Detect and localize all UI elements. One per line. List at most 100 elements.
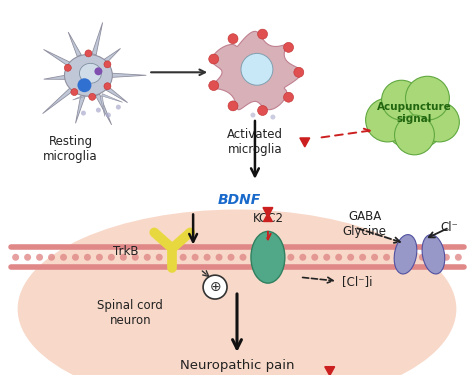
Circle shape <box>294 67 304 77</box>
Circle shape <box>120 254 127 261</box>
Circle shape <box>371 254 378 261</box>
Circle shape <box>260 108 265 112</box>
Circle shape <box>283 92 293 102</box>
Circle shape <box>104 61 111 68</box>
Circle shape <box>81 111 86 115</box>
Polygon shape <box>100 97 105 117</box>
Circle shape <box>228 254 235 261</box>
Text: Spinal cord
neuron: Spinal cord neuron <box>97 299 163 327</box>
Circle shape <box>395 254 402 261</box>
Circle shape <box>71 89 78 96</box>
Polygon shape <box>300 138 310 147</box>
Text: [Cl⁻]i: [Cl⁻]i <box>342 274 372 288</box>
Circle shape <box>323 254 330 261</box>
Circle shape <box>106 112 111 118</box>
Circle shape <box>64 64 71 71</box>
Circle shape <box>257 106 267 115</box>
Polygon shape <box>91 70 97 83</box>
Polygon shape <box>98 70 108 86</box>
Circle shape <box>48 254 55 261</box>
Polygon shape <box>101 94 123 102</box>
Circle shape <box>283 42 293 52</box>
Circle shape <box>85 50 92 57</box>
Circle shape <box>96 254 103 261</box>
Circle shape <box>228 101 238 111</box>
Circle shape <box>60 254 67 261</box>
Text: Resting
microglia: Resting microglia <box>43 135 98 163</box>
Circle shape <box>72 254 79 261</box>
Ellipse shape <box>422 235 445 274</box>
Circle shape <box>311 254 318 261</box>
Circle shape <box>382 80 421 120</box>
Circle shape <box>96 108 101 112</box>
Text: ⊕: ⊕ <box>209 280 221 294</box>
Ellipse shape <box>64 55 112 96</box>
Circle shape <box>264 254 270 261</box>
Text: KCC2: KCC2 <box>253 212 283 226</box>
Circle shape <box>383 86 447 150</box>
Circle shape <box>287 254 294 261</box>
Text: Acupuncture
signal: Acupuncture signal <box>377 102 452 124</box>
Ellipse shape <box>394 235 417 274</box>
Polygon shape <box>105 86 128 103</box>
Circle shape <box>156 254 163 261</box>
Circle shape <box>239 254 246 261</box>
Ellipse shape <box>80 63 101 83</box>
Circle shape <box>299 254 306 261</box>
Polygon shape <box>110 73 146 77</box>
Circle shape <box>431 254 438 261</box>
Polygon shape <box>44 75 67 79</box>
Text: Neuropathic pain: Neuropathic pain <box>180 359 294 372</box>
Circle shape <box>24 254 31 261</box>
Polygon shape <box>75 96 85 123</box>
Circle shape <box>89 93 96 100</box>
Circle shape <box>108 254 115 261</box>
Circle shape <box>455 254 462 261</box>
Circle shape <box>180 254 187 261</box>
Circle shape <box>12 254 19 261</box>
Polygon shape <box>44 49 71 66</box>
Circle shape <box>144 254 151 261</box>
Circle shape <box>383 254 390 261</box>
Polygon shape <box>212 31 302 110</box>
Circle shape <box>365 98 410 142</box>
Circle shape <box>116 105 121 109</box>
Ellipse shape <box>18 209 456 376</box>
Circle shape <box>347 254 354 261</box>
Polygon shape <box>325 367 335 376</box>
Circle shape <box>419 102 459 142</box>
Polygon shape <box>263 208 273 217</box>
Circle shape <box>419 254 426 261</box>
Text: BDNF: BDNF <box>218 193 261 207</box>
Circle shape <box>191 254 199 261</box>
Circle shape <box>104 83 111 90</box>
Text: GABA
Glycine: GABA Glycine <box>343 209 387 238</box>
Circle shape <box>359 254 366 261</box>
Circle shape <box>405 76 449 120</box>
Circle shape <box>84 254 91 261</box>
Circle shape <box>257 29 267 39</box>
Circle shape <box>252 254 258 261</box>
Circle shape <box>241 53 273 85</box>
Circle shape <box>270 115 275 120</box>
Circle shape <box>275 254 283 261</box>
Circle shape <box>204 254 210 261</box>
Polygon shape <box>68 32 81 56</box>
Polygon shape <box>96 94 111 125</box>
Text: Activated
microglia: Activated microglia <box>227 128 283 156</box>
Circle shape <box>132 254 139 261</box>
Polygon shape <box>104 49 120 63</box>
Polygon shape <box>73 93 89 100</box>
Polygon shape <box>264 214 272 221</box>
Circle shape <box>335 254 342 261</box>
Circle shape <box>203 275 227 299</box>
Circle shape <box>394 115 434 155</box>
Circle shape <box>36 254 43 261</box>
Circle shape <box>216 254 222 261</box>
Circle shape <box>228 34 238 44</box>
Polygon shape <box>43 88 73 114</box>
Text: Cl⁻: Cl⁻ <box>440 221 458 234</box>
Polygon shape <box>92 23 103 55</box>
Circle shape <box>209 80 219 91</box>
Ellipse shape <box>251 231 285 283</box>
